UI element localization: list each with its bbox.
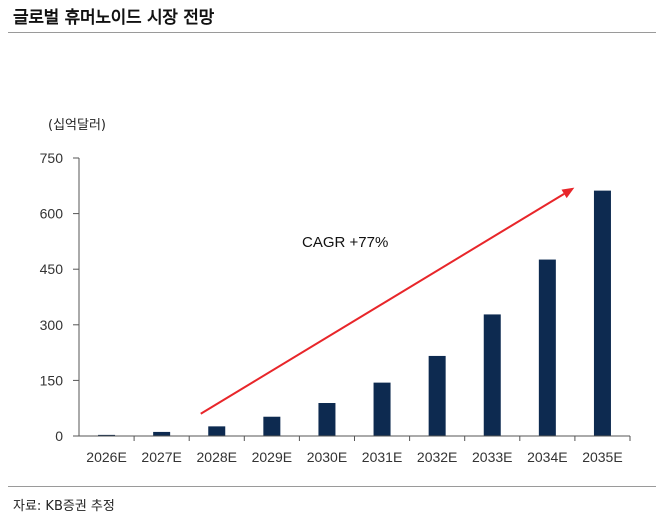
bar-2028E bbox=[208, 426, 226, 436]
bottom-divider bbox=[8, 486, 656, 487]
y-tick-label: 150 bbox=[40, 372, 64, 388]
x-tick-label: 2035E bbox=[582, 449, 622, 465]
bar-2030E bbox=[318, 403, 336, 436]
source-note: 자료: KB증권 추정 bbox=[13, 499, 115, 514]
cagr-label: CAGR +77% bbox=[302, 234, 388, 251]
bar-2031E bbox=[373, 382, 391, 436]
x-tick-label: 2029E bbox=[252, 449, 292, 465]
x-tick-label: 2027E bbox=[141, 449, 181, 465]
x-tick-label: 2031E bbox=[362, 449, 402, 465]
cagr-arrow-line bbox=[200, 193, 565, 415]
bar-2026E bbox=[98, 434, 116, 436]
bar-2032E bbox=[428, 355, 446, 436]
unit-label: (십억달러) bbox=[48, 118, 106, 133]
bar-2029E bbox=[263, 416, 281, 436]
y-tick-label: 450 bbox=[40, 261, 64, 277]
x-tick-label: 2026E bbox=[86, 449, 126, 465]
y-axis-ticks: 0 150 300 450 600 750 bbox=[40, 150, 79, 444]
x-tick-label: 2034E bbox=[527, 449, 567, 465]
y-tick-label: 750 bbox=[40, 150, 64, 166]
y-tick-label: 600 bbox=[40, 206, 64, 222]
y-tick-label: 300 bbox=[40, 317, 64, 333]
bar-2033E bbox=[483, 314, 501, 436]
x-tick-label: 2033E bbox=[472, 449, 512, 465]
x-tick-label: 2030E bbox=[307, 449, 347, 465]
x-axis-ticks: 2026E 2027E 2028E 2029E 2030E 2031E 2032E 2033E… bbox=[86, 436, 631, 465]
page-title: 글로벌 휴머노이드 시장 전망 bbox=[13, 8, 214, 28]
x-tick-label: 2032E bbox=[417, 449, 457, 465]
cagr-arrow-head bbox=[561, 187, 575, 199]
cagr-annotation: CAGR +77% bbox=[200, 187, 575, 415]
bar-2034E bbox=[538, 259, 556, 436]
bar-2035E bbox=[593, 190, 611, 436]
bar-2027E bbox=[153, 431, 171, 436]
bars bbox=[98, 190, 611, 436]
top-divider bbox=[8, 32, 656, 33]
y-tick-label: 0 bbox=[55, 428, 63, 444]
x-tick-label: 2028E bbox=[197, 449, 237, 465]
